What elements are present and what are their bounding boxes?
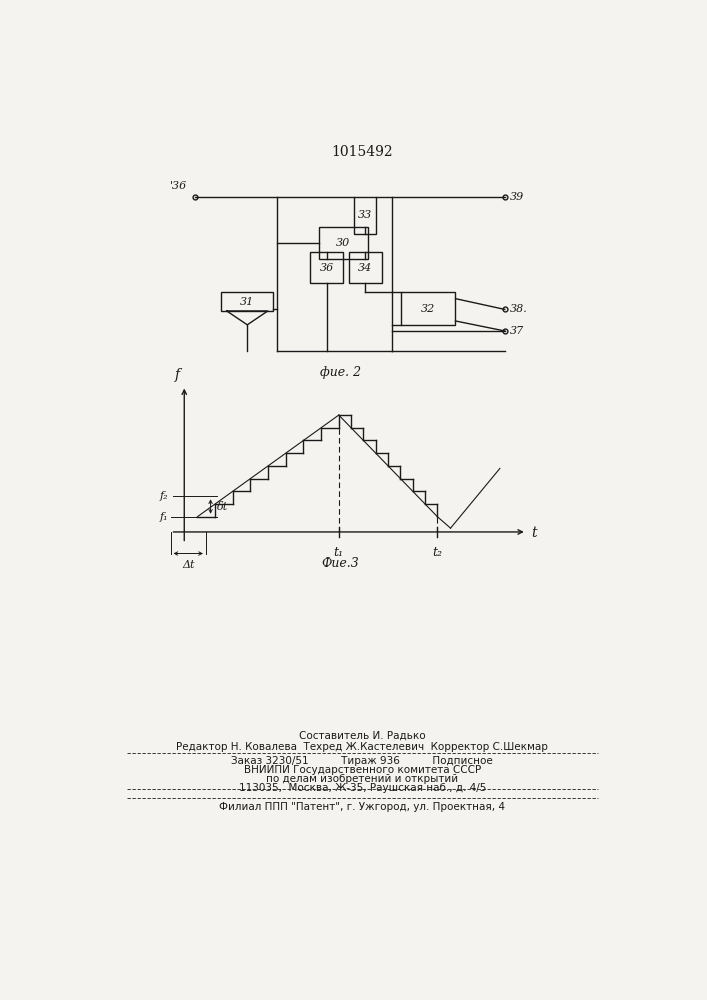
Text: Δt: Δt [182, 560, 194, 570]
Text: '36: '36 [170, 181, 187, 191]
Text: t₂: t₂ [433, 546, 443, 559]
Text: t: t [531, 526, 537, 540]
Text: 37: 37 [510, 326, 525, 336]
Text: t₁: t₁ [334, 546, 344, 559]
Bar [349, 252, 382, 283]
Text: 36: 36 [320, 263, 334, 273]
Text: фие. 2: фие. 2 [320, 366, 361, 379]
Bar [310, 252, 343, 283]
Text: 33: 33 [358, 210, 372, 220]
Text: 1015492: 1015492 [332, 145, 393, 159]
Bar [401, 292, 455, 325]
Text: Фие.3: Фие.3 [322, 557, 359, 570]
Text: 32: 32 [421, 304, 436, 314]
Text: f₂: f₂ [159, 491, 168, 501]
Text: 39: 39 [510, 192, 525, 202]
Text: 31: 31 [240, 297, 255, 307]
Text: Составитель И. Радько: Составитель И. Радько [299, 731, 426, 741]
Text: Редактор Н. Ковалева  Техред Ж.Кастелевич  Корректор С.Шекмар: Редактор Н. Ковалева Техред Ж.Кастелевич… [177, 742, 548, 752]
Text: 38.: 38. [510, 304, 528, 314]
Text: Заказ 3230/51          Тираж 936          Подписное: Заказ 3230/51 Тираж 936 Подписное [231, 756, 493, 766]
Text: 34: 34 [358, 263, 372, 273]
Text: Филиал ППП "Патент", г. Ужгород, ул. Проектная, 4: Филиал ППП "Патент", г. Ужгород, ул. Про… [219, 802, 506, 812]
Bar [221, 292, 274, 311]
Bar [319, 227, 368, 259]
Text: по делам изобретений и открытий: по делам изобретений и открытий [267, 774, 458, 784]
Text: δt: δt [217, 502, 228, 512]
Text: 30: 30 [336, 238, 350, 248]
Text: f: f [175, 368, 180, 382]
Bar [354, 197, 376, 234]
Text: f₁: f₁ [159, 512, 168, 522]
Text: ВНИИПИ Государственного комитета СССР: ВНИИПИ Государственного комитета СССР [244, 765, 481, 775]
Text: 113035,  Москва, Ж-35, Раушская наб., д. 4/5: 113035, Москва, Ж-35, Раушская наб., д. … [239, 783, 486, 793]
